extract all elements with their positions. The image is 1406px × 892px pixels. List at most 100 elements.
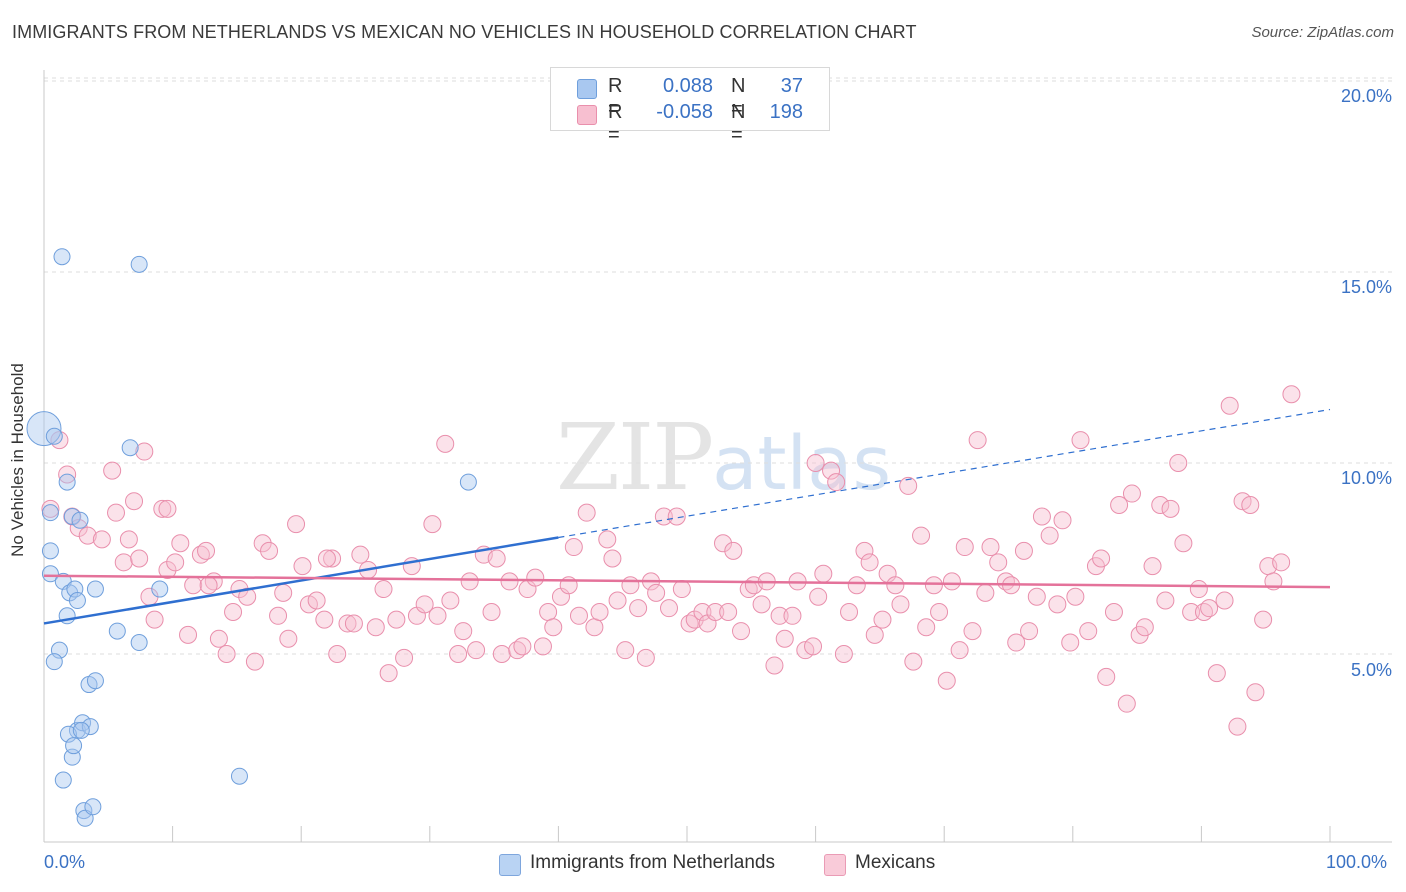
mexican-point [955, 538, 974, 557]
mexican-point [647, 583, 666, 602]
correlation-legend: R = 0.088 N = 37 R = -0.058 N = 198 [550, 67, 830, 146]
mexican-point [544, 618, 563, 637]
mexican-point [840, 602, 859, 621]
mexican-point [492, 645, 511, 663]
netherlands-point [68, 592, 86, 610]
mexican-point [1061, 633, 1080, 652]
mexican-point [865, 625, 884, 644]
mexican-point [41, 499, 60, 518]
mexican-point [179, 625, 198, 644]
y-tick-label-20: 20.0% [1340, 86, 1392, 106]
mexican-point [1079, 622, 1098, 641]
mexican-point [209, 629, 228, 648]
mexican-point [1189, 580, 1208, 599]
y-tick-label-15: 15.0% [1340, 277, 1392, 297]
mexican-point [436, 434, 455, 453]
mexican-point [1007, 633, 1026, 652]
mexican-point [1200, 599, 1219, 618]
legend-n-value: 198 [769, 101, 803, 123]
netherlands-point [71, 511, 89, 529]
legend-r-value: -0.058 [656, 101, 713, 123]
mexican-point [287, 515, 306, 534]
mexican-point [930, 602, 949, 621]
mexican-point [307, 591, 326, 610]
mexican-point [153, 499, 172, 518]
mexican-point [135, 442, 154, 461]
mexican-point [338, 614, 357, 633]
mexican-point [765, 656, 784, 675]
chart-source[interactable]: Source: ZipAtlas.com [1251, 24, 1394, 41]
mexican-point [166, 553, 185, 572]
mexican-point [513, 637, 532, 656]
legend-n-label: N = [731, 101, 746, 146]
mexican-point [1071, 431, 1090, 450]
legend-swatch-mexicans [577, 105, 597, 125]
mexican-point [904, 652, 923, 671]
mexican-point [1032, 507, 1051, 526]
mexican-point [891, 595, 910, 614]
mexican-point [415, 595, 434, 614]
mexican-point [1097, 667, 1116, 686]
mexican-point [279, 629, 298, 648]
netherlands-point [230, 767, 248, 785]
mexican-point [269, 606, 288, 625]
mexican-point [107, 503, 126, 522]
mexican-point [693, 602, 712, 621]
netherlands-point [63, 507, 81, 525]
mexican-point [855, 541, 874, 560]
mexican-point [770, 606, 789, 625]
mexican-point [1207, 664, 1226, 683]
mexican-point [608, 591, 627, 610]
mexican-point [636, 648, 655, 667]
mexican-point [344, 614, 363, 633]
netherlands-point [45, 653, 63, 671]
mexican-trend-line [43, 574, 1331, 589]
legend-swatch-netherlands [499, 854, 521, 876]
mexican-point [1040, 526, 1059, 545]
mexican-point [428, 606, 447, 625]
mexican-point [379, 664, 398, 683]
x-tick-label-max: 100.0% [1326, 852, 1388, 872]
mexican-point [924, 576, 943, 595]
mexican-point [732, 622, 751, 641]
mexican-point [460, 572, 479, 591]
mexican-point [569, 606, 588, 625]
netherlands-trend-extension [558, 408, 1331, 539]
mexican-point [253, 534, 272, 553]
mexican-point [78, 526, 97, 545]
netherlands-point [86, 580, 104, 598]
netherlands-point [65, 737, 83, 755]
netherlands-point [41, 504, 59, 522]
mexican-point [937, 671, 956, 690]
mexican-point [585, 618, 604, 637]
mexican-point [706, 602, 725, 621]
netherlands-point [81, 718, 99, 736]
series-legend: Immigrants from Netherlands Mexicans [0, 851, 1406, 877]
mexican-point [598, 530, 617, 549]
mexican-point [199, 576, 218, 595]
mexican-point [1169, 454, 1188, 472]
mexican-point [224, 602, 243, 621]
mexican-point [804, 637, 823, 656]
mexican-point [860, 553, 879, 572]
legend-n-value: 37 [780, 75, 803, 97]
y-axis-label: No Vehicles in Household [8, 363, 27, 557]
legend-swatch-mexicans [824, 854, 846, 876]
mexican-point [1220, 396, 1239, 415]
legend-r-value: 0.088 [662, 75, 713, 97]
mexican-point [1117, 694, 1136, 713]
mexican-point [659, 599, 678, 618]
x-tick-label-min: 0.0% [44, 852, 86, 872]
mexican-point [814, 564, 833, 583]
mexican-point [963, 622, 982, 641]
mexican-point [976, 583, 995, 602]
mexican-point [912, 526, 931, 545]
mexican-point [827, 473, 846, 492]
netherlands-point [45, 427, 63, 445]
mexican-point [1282, 385, 1301, 404]
mexican-point [245, 652, 264, 671]
mexican-point [145, 610, 164, 629]
legend-label-mexicans: Mexicans [855, 852, 936, 873]
mexican-point [1241, 496, 1260, 515]
